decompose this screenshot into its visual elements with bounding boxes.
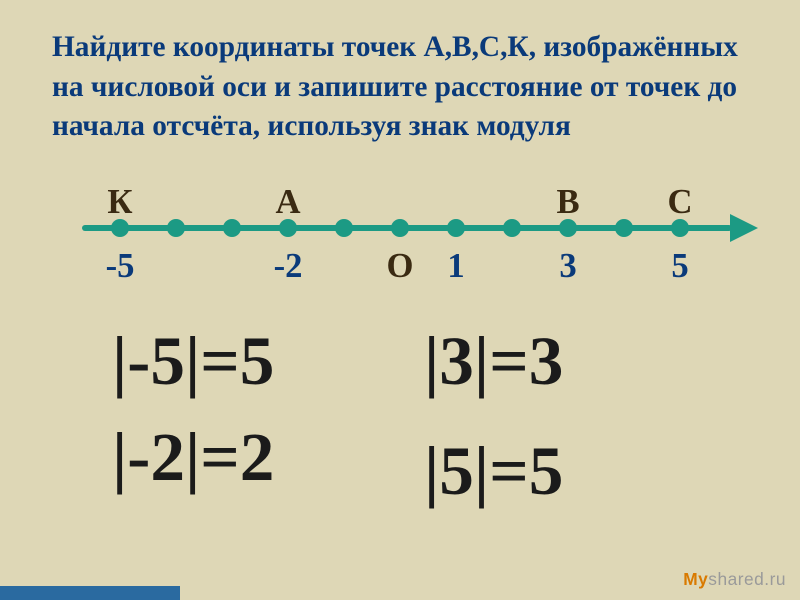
number-line: КАВС-5-2О135 <box>52 191 760 301</box>
tick-0 <box>391 219 409 237</box>
tick-4 <box>615 219 633 237</box>
watermark-suffix: shared.ru <box>708 569 786 589</box>
number-line-arrowhead-icon <box>730 214 758 242</box>
point-label-А: А <box>275 183 300 222</box>
equation-1: |-5|=5 <box>112 321 274 401</box>
tick--4 <box>167 219 185 237</box>
tick--3 <box>223 219 241 237</box>
watermark-prefix: My <box>683 569 708 589</box>
equation-4: |5|=5 <box>424 431 563 511</box>
equations-area: |-5|=5 |-2|=2 |3|=3 |5|=5 <box>52 321 760 581</box>
tick-2 <box>503 219 521 237</box>
axis-label-1: 1 <box>447 247 464 286</box>
tick--1 <box>335 219 353 237</box>
point-label-К: К <box>107 183 132 222</box>
axis-label--2: -2 <box>274 247 303 286</box>
axis-label-5: 5 <box>671 247 688 286</box>
watermark: Myshared.ru <box>683 569 786 590</box>
axis-label--5: -5 <box>106 247 135 286</box>
equation-2: |-2|=2 <box>112 417 274 497</box>
axis-label-3: 3 <box>559 247 576 286</box>
tick-1 <box>447 219 465 237</box>
point-label-С: С <box>667 183 692 222</box>
footer-accent-bar <box>0 586 180 600</box>
slide: Найдите координаты точек А,В,С,К, изобра… <box>0 0 800 600</box>
axis-label-О: О <box>387 247 414 286</box>
equation-3: |3|=3 <box>424 321 563 401</box>
point-label-В: В <box>556 183 579 222</box>
task-text: Найдите координаты точек А,В,С,К, изобра… <box>52 28 760 147</box>
